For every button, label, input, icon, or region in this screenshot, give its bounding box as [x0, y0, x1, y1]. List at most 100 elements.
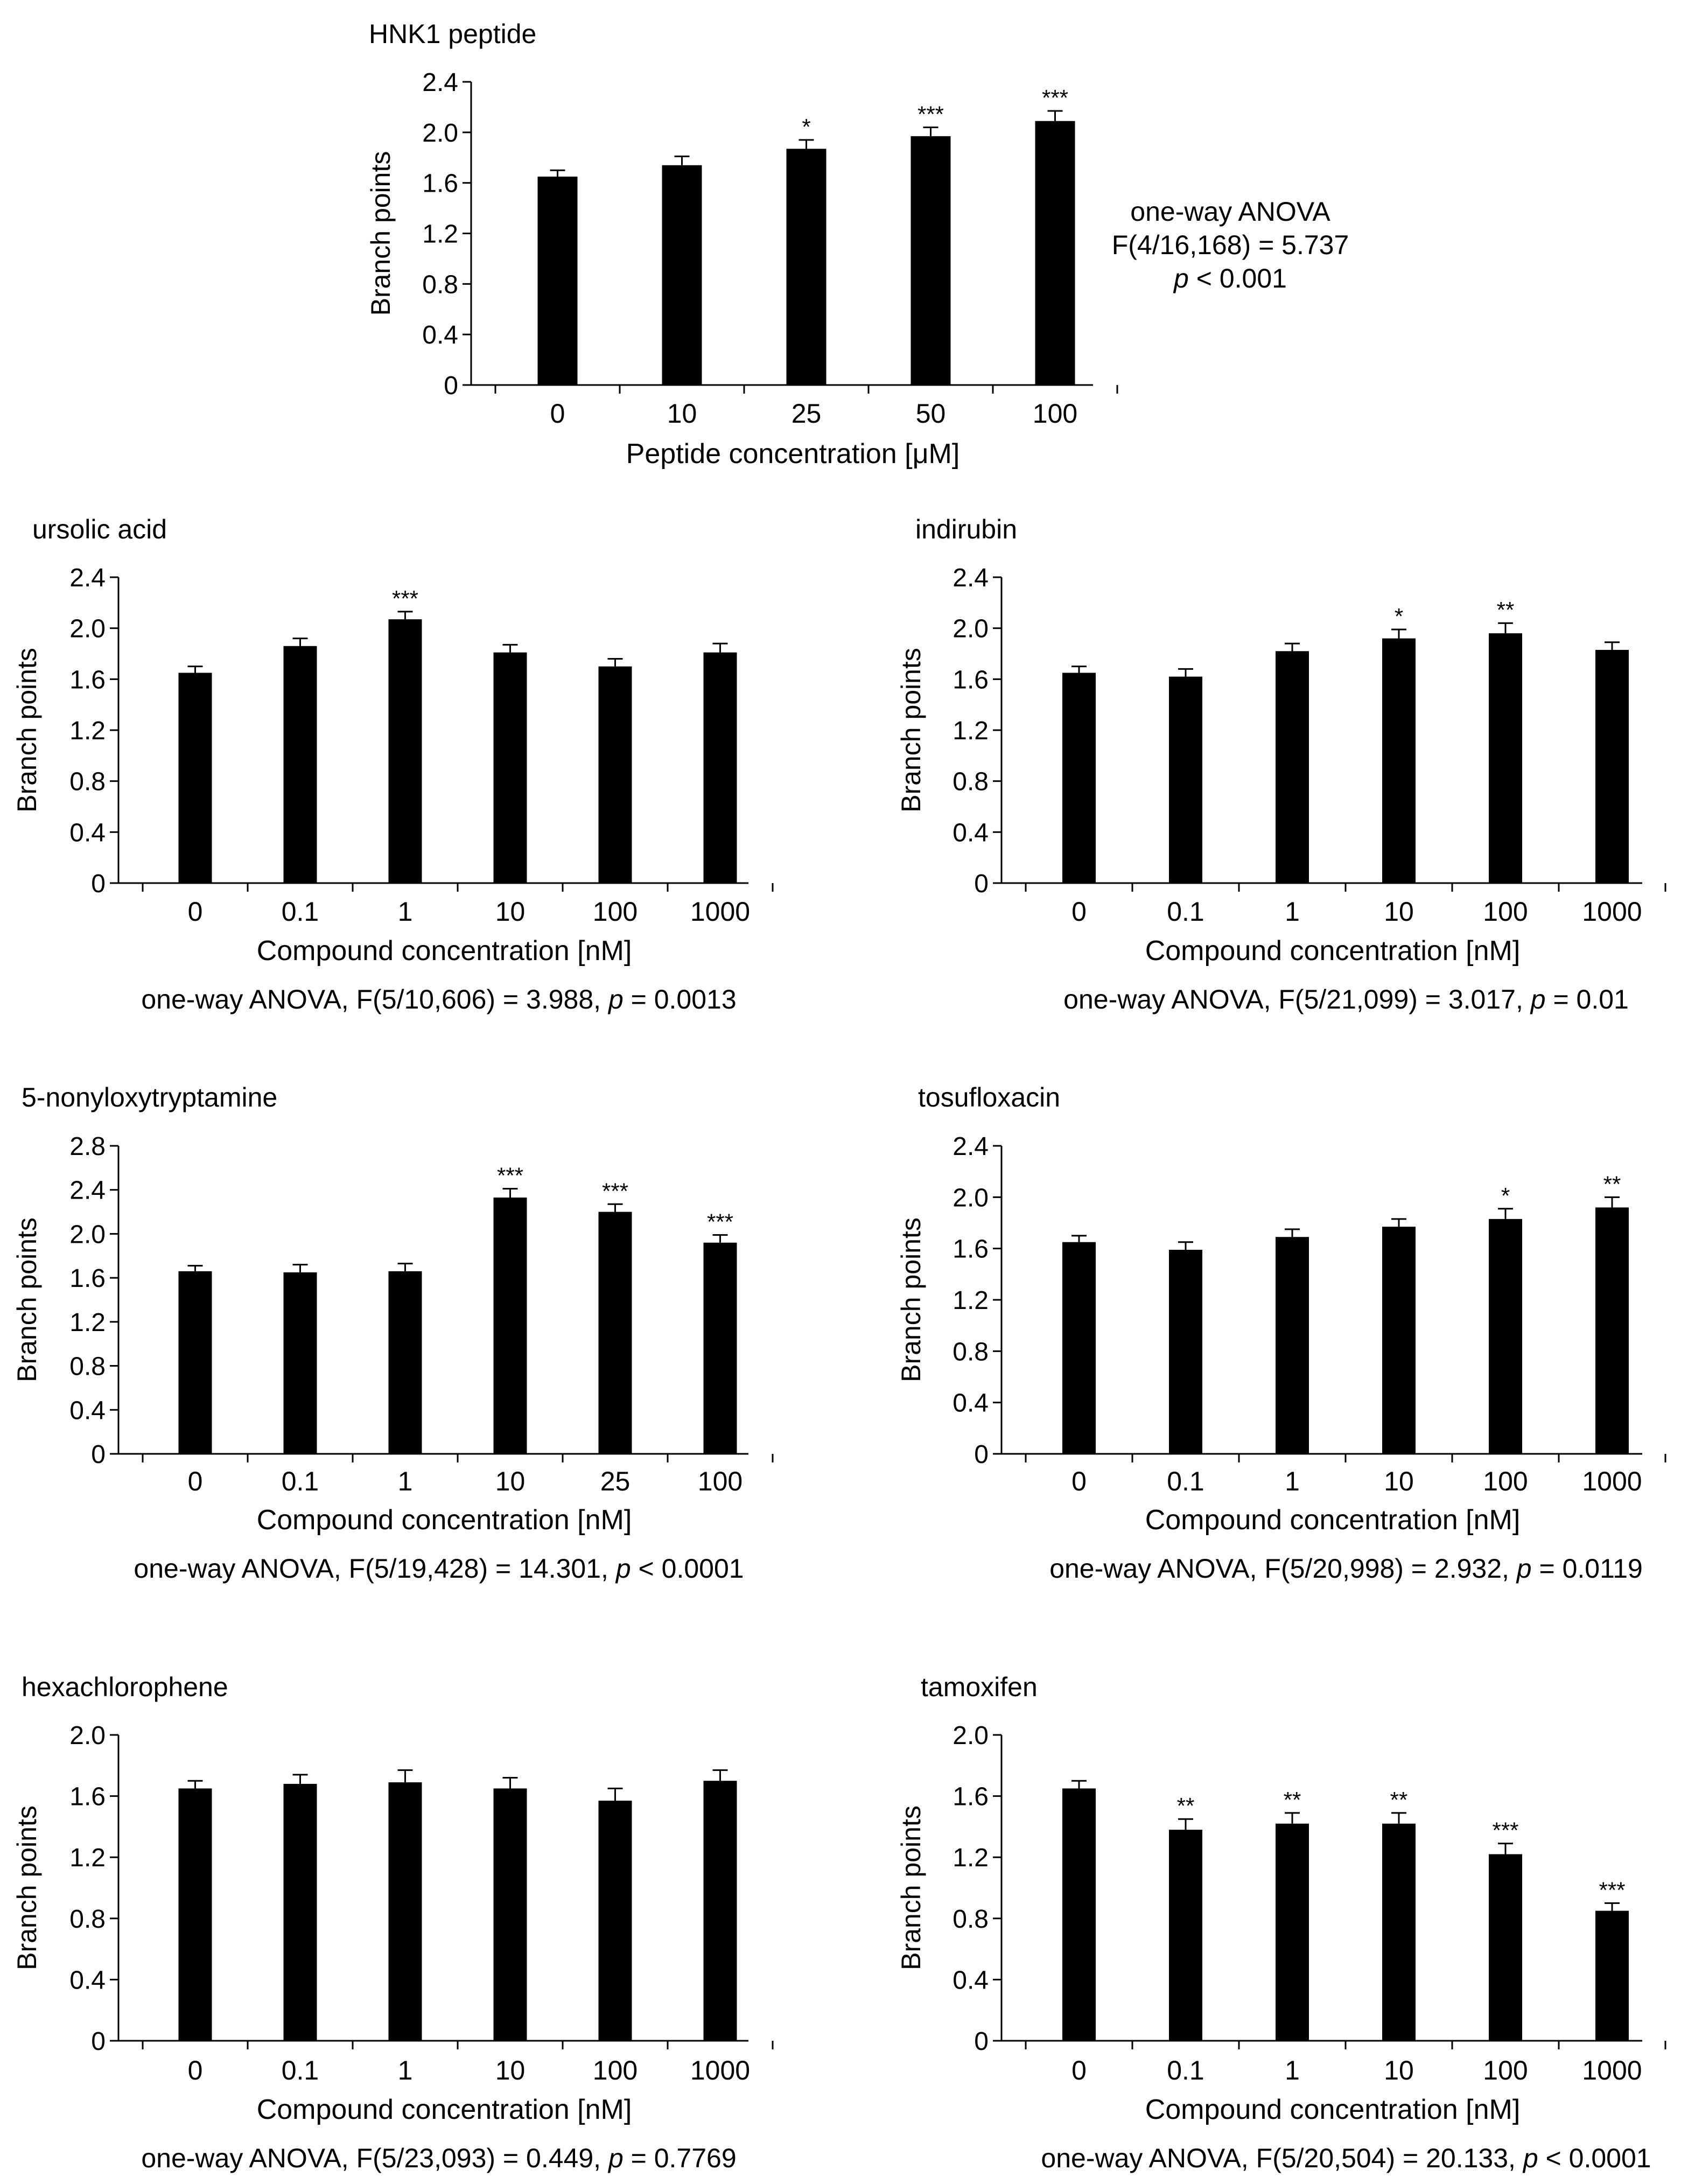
bar [493, 652, 527, 883]
x-tick-label: 25 [792, 398, 822, 429]
bar [1489, 633, 1522, 883]
p-value-text: = 0.0013 [624, 984, 737, 1014]
x-tick-label: 10 [495, 2055, 526, 2085]
p-symbol: p [607, 984, 624, 1014]
bar [1595, 1207, 1629, 1454]
chart-tosufloxacin: tosufloxacin 0 0.4 0.8 1.2 1.6 2.0 2.4 Branch po… [896, 1082, 1666, 1584]
anova-p-value: p < 0.001 [1173, 263, 1287, 293]
y-tick-label: 2.8 [69, 1132, 106, 1161]
bar [1489, 1219, 1522, 1454]
y-tick-label: 1.2 [69, 717, 106, 745]
y-tick-label: 1.2 [69, 1308, 106, 1337]
anova-statistics: one-way ANOVA, F(5/21,099) = 3.017, p = … [1063, 984, 1629, 1014]
p-symbol: p [615, 1553, 631, 1584]
x-tick-label: 1000 [1582, 897, 1642, 927]
x-tick-label: 0 [550, 398, 565, 429]
bar [1169, 676, 1202, 883]
x-tick-label: 10 [1384, 2055, 1414, 2085]
y-tick-label: 0.8 [952, 1905, 989, 1934]
y-tick-label: 0.8 [69, 1905, 106, 1934]
bar [786, 149, 827, 385]
y-tick-label: 1.6 [952, 666, 989, 694]
y-tick-label: 1.2 [952, 717, 989, 745]
bar [178, 1788, 212, 2041]
p-symbol: p [1173, 263, 1189, 293]
y-tick-label: 1.6 [69, 1264, 106, 1293]
significance-mark: *** [1492, 1818, 1518, 1843]
significance-mark: *** [497, 1163, 523, 1188]
significance-mark: ** [1284, 1787, 1301, 1812]
significance-mark: * [1501, 1183, 1510, 1208]
y-tick-label: 2.0 [69, 1220, 106, 1249]
y-tick-label: 0 [974, 870, 989, 898]
significance-mark: ** [1497, 597, 1515, 622]
bar [598, 1212, 632, 1454]
bar [493, 1788, 527, 2041]
x-tick-label: 0.1 [282, 2055, 319, 2085]
x-tick-label: 1 [398, 2055, 413, 2085]
y-tick-label: 1.2 [422, 220, 458, 249]
y-tick-label: 2.0 [69, 615, 106, 643]
significance-mark: *** [1042, 85, 1068, 110]
bar [910, 136, 951, 385]
bar [598, 1801, 632, 2041]
significance-mark: * [1395, 604, 1403, 629]
x-tick-label: 0.1 [282, 897, 319, 927]
y-tick-label: 1.2 [952, 1286, 989, 1315]
anova-statistics: one-way ANOVA, F(5/23,093) = 0.449, p = … [141, 2143, 736, 2173]
bar [283, 1783, 317, 2041]
bar [178, 1271, 212, 1454]
anova-statistics: one-way ANOVA, F(5/20,504) = 20.133, p <… [1041, 2143, 1651, 2173]
x-tick-label: 100 [1033, 398, 1077, 429]
anova-f-statistic: one-way ANOVA, F(5/20,998) = 2.932, [1049, 1553, 1517, 1584]
y-tick-label: 0.4 [952, 1389, 989, 1418]
p-symbol: p [607, 2143, 624, 2173]
anova-statistics: one-way ANOVA, F(5/20,998) = 2.932, p = … [1049, 1553, 1643, 1584]
x-axis-label: Compound concentration [nM] [1145, 2094, 1521, 2125]
x-tick-label: 1 [398, 897, 413, 927]
x-tick-label: 1 [1285, 1466, 1300, 1496]
x-tick-label: 100 [593, 897, 638, 927]
y-tick-label: 2.0 [422, 119, 458, 148]
bar [1595, 1910, 1629, 2041]
anova-f-statistic: one-way ANOVA, F(5/21,099) = 3.017, [1063, 984, 1531, 1014]
anova-f-statistic: one-way ANOVA, F(5/19,428) = 14.301, [134, 1553, 615, 1584]
bar [703, 652, 737, 883]
y-tick-label: 0.8 [69, 1353, 106, 1381]
y-tick-label: 0 [91, 1440, 106, 1469]
x-tick-label: 10 [495, 1466, 526, 1496]
bar [703, 1781, 737, 2041]
x-tick-label: 10 [667, 398, 697, 429]
x-axis-label: Compound concentration [nM] [257, 935, 632, 967]
x-axis-label: Compound concentration [nM] [1145, 1504, 1521, 1536]
bar [388, 1271, 422, 1454]
y-tick-label: 0 [444, 372, 458, 400]
anova-f-statistic: one-way ANOVA, F(5/23,093) = 0.449, [141, 2143, 608, 2173]
x-tick-label: 0 [1071, 897, 1087, 927]
chart-ursolic: ursolic acid 0 0.4 0.8 1.2 1.6 2.0 2.4 Branch po… [12, 514, 774, 1014]
x-tick-label: 1 [1285, 897, 1300, 927]
y-axis-label: Branch points [896, 1217, 926, 1382]
p-value-text: < 0.0001 [631, 1553, 744, 1584]
x-tick-label: 0.1 [1167, 2055, 1204, 2085]
y-tick-label: 2.4 [69, 564, 106, 592]
bar [388, 619, 422, 883]
y-axis-label: Branch points [12, 648, 42, 813]
y-tick-label: 1.6 [952, 1783, 989, 1811]
y-tick-label: 0.4 [69, 818, 106, 847]
x-axis-label: Compound concentration [nM] [257, 1504, 632, 1536]
bar [283, 1272, 317, 1454]
x-tick-label: 0.1 [1167, 897, 1204, 927]
y-tick-label: 2.4 [69, 1177, 106, 1205]
x-tick-label: 1000 [1582, 1466, 1642, 1496]
anova-f-statistic: one-way ANOVA, F(5/20,504) = 20.133, [1041, 2143, 1523, 2173]
x-tick-label: 1000 [690, 897, 750, 927]
x-tick-label: 0 [188, 897, 203, 927]
bar [662, 165, 702, 385]
chart-indirubin: indirubin 0 0.4 0.8 1.2 1.6 2.0 2.4 Branch point… [896, 514, 1666, 1014]
y-tick-label: 0.4 [952, 818, 989, 847]
bar [537, 176, 578, 385]
p-value-text: < 0.0001 [1538, 2143, 1651, 2173]
x-tick-label: 0 [188, 1466, 203, 1496]
